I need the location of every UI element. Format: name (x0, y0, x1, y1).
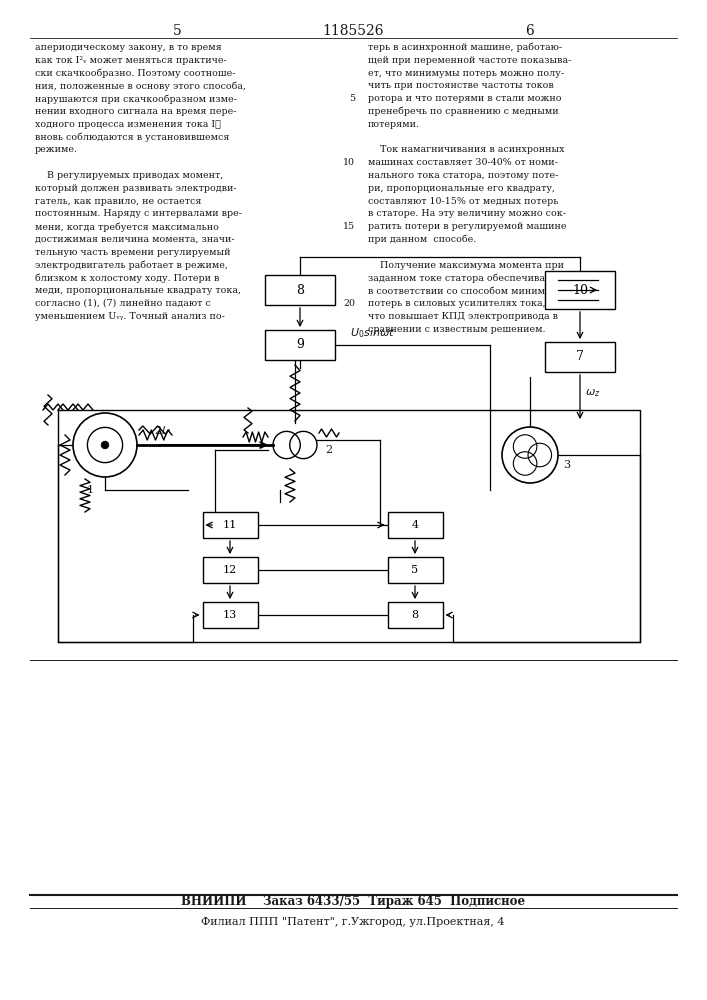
Circle shape (88, 427, 122, 463)
Text: потерь в силовых усилителях тока,: потерь в силовых усилителях тока, (368, 299, 546, 308)
Text: машинах составляет 30-40% от номи-: машинах составляет 30-40% от номи- (368, 158, 558, 167)
Text: 4: 4 (411, 520, 419, 530)
Text: меди, пропорциональные квадрату тока,: меди, пропорциональные квадрату тока, (35, 286, 241, 295)
Text: в соответствии со способом минимум: в соответствии со способом минимум (368, 286, 558, 296)
Text: Филиал ППП "Патент", г.Ужгород, ул.Проектная, 4: Филиал ППП "Патент", г.Ужгород, ул.Проек… (201, 917, 505, 927)
Text: 15: 15 (343, 222, 355, 231)
Text: 10: 10 (572, 284, 588, 296)
Text: 11: 11 (223, 520, 237, 530)
Text: заданном токе статора обеспечивает: заданном токе статора обеспечивает (368, 273, 556, 283)
Text: 1185526: 1185526 (322, 24, 384, 38)
Text: ски скачкообразно. Поэтому соотноше-: ски скачкообразно. Поэтому соотноше- (35, 69, 235, 78)
Text: ходного процесса изменения тока Iᵮ: ходного процесса изменения тока Iᵮ (35, 120, 221, 129)
Text: ВНИИПИ    Заказ 6433/55  Тираж 645  Подписное: ВНИИПИ Заказ 6433/55 Тираж 645 Подписное (181, 894, 525, 908)
Text: терь в асинхронной машине, работаю-: терь в асинхронной машине, работаю- (368, 43, 562, 52)
Text: щей при переменной частоте показыва-: щей при переменной частоте показыва- (368, 56, 571, 65)
Text: чить при постоянстве частоты токов: чить при постоянстве частоты токов (368, 81, 554, 90)
Text: апериодическому закону, в то время: апериодическому закону, в то время (35, 43, 222, 52)
Text: Получение максимума момента при: Получение максимума момента при (368, 261, 564, 270)
Text: ротора и что потерями в стали можно: ротора и что потерями в стали можно (368, 94, 561, 103)
Text: нении входного сигнала на время пере-: нении входного сигнала на время пере- (35, 107, 237, 116)
Text: нарушаются при скачкообразном изме-: нарушаются при скачкообразном изме- (35, 94, 237, 104)
Bar (265, 330, 335, 360)
Text: близком к холостому ходу. Потери в: близком к холостому ходу. Потери в (35, 273, 219, 283)
Text: режиме.: режиме. (35, 145, 78, 154)
Text: ет, что минимумы потерь можно полу-: ет, что минимумы потерь можно полу- (368, 69, 564, 78)
Text: 10: 10 (343, 158, 355, 167)
Text: 9: 9 (296, 338, 304, 352)
Text: достижимая величина момента, значи-: достижимая величина момента, значи- (35, 235, 235, 244)
Text: 8: 8 (411, 610, 419, 620)
Text: 13: 13 (223, 610, 237, 620)
Text: 1: 1 (86, 485, 93, 495)
Text: 5: 5 (173, 24, 182, 38)
Text: 2: 2 (325, 445, 332, 455)
Text: нального тока статора, поэтому поте-: нального тока статора, поэтому поте- (368, 171, 559, 180)
Text: Ток намагничивания в асинхронных: Ток намагничивания в асинхронных (368, 145, 564, 154)
Text: 20: 20 (343, 299, 355, 308)
Text: гатель, как правило, не остается: гатель, как правило, не остается (35, 197, 201, 206)
Text: электродвигатель работает в режиме,: электродвигатель работает в режиме, (35, 261, 228, 270)
Text: 12: 12 (223, 565, 237, 575)
Text: уменьшением Uᵥᵧ. Точный анализ по-: уменьшением Uᵥᵧ. Точный анализ по- (35, 312, 225, 321)
Bar (202, 512, 257, 538)
Text: 6: 6 (525, 24, 534, 38)
Text: который должен развивать электродви-: который должен развивать электродви- (35, 184, 237, 193)
Text: в статоре. На эту величину можно сок-: в статоре. На эту величину можно сок- (368, 209, 566, 218)
Text: 5: 5 (349, 94, 355, 103)
Text: 3: 3 (563, 460, 570, 470)
Text: тельную часть времени регулируемый: тельную часть времени регулируемый (35, 248, 230, 257)
Bar (202, 557, 257, 583)
Bar (545, 342, 615, 372)
Bar (545, 271, 615, 309)
Text: ри, пропорциональные его квадрату,: ри, пропорциональные его квадрату, (368, 184, 555, 193)
Text: согласно (1), (7) линейно падают с: согласно (1), (7) линейно падают с (35, 299, 211, 308)
Text: постоянным. Наряду с интервалами вре-: постоянным. Наряду с интервалами вре- (35, 209, 242, 218)
Circle shape (273, 431, 300, 459)
Text: $\omega_z$: $\omega_z$ (585, 387, 600, 399)
Text: ния, положенные в основу этого способа,: ния, положенные в основу этого способа, (35, 81, 246, 91)
Text: что повышает КПД электропривода в: что повышает КПД электропривода в (368, 312, 558, 321)
Bar (265, 275, 335, 305)
Text: сравнении с известным решением.: сравнении с известным решением. (368, 325, 546, 334)
Circle shape (502, 427, 558, 483)
Bar (387, 602, 443, 628)
Text: $U_0 sin\omega t$: $U_0 sin\omega t$ (350, 326, 395, 340)
Circle shape (73, 413, 137, 477)
Text: 8: 8 (296, 284, 304, 296)
Text: $2l$: $2l$ (154, 424, 166, 436)
Bar (387, 557, 443, 583)
Text: пренебречь по сравнению с медными: пренебречь по сравнению с медными (368, 107, 559, 116)
Text: мени, когда требуется максимально: мени, когда требуется максимально (35, 222, 219, 232)
Bar (202, 602, 257, 628)
Text: В регулируемых приводах момент,: В регулируемых приводах момент, (35, 171, 223, 180)
Bar (387, 512, 443, 538)
Circle shape (101, 441, 109, 449)
Text: при данном  способе.: при данном способе. (368, 235, 477, 244)
Text: вновь соблюдаются в установившемся: вновь соблюдаются в установившемся (35, 133, 230, 142)
Text: потерями.: потерями. (368, 120, 420, 129)
Text: как ток I²ᵥ может меняться практиче-: как ток I²ᵥ может меняться практиче- (35, 56, 227, 65)
Text: 7: 7 (576, 351, 584, 363)
Text: 5: 5 (411, 565, 419, 575)
Text: ратить потери в регулируемой машине: ратить потери в регулируемой машине (368, 222, 566, 231)
Text: составляют 10-15% от медных потерь: составляют 10-15% от медных потерь (368, 197, 559, 206)
